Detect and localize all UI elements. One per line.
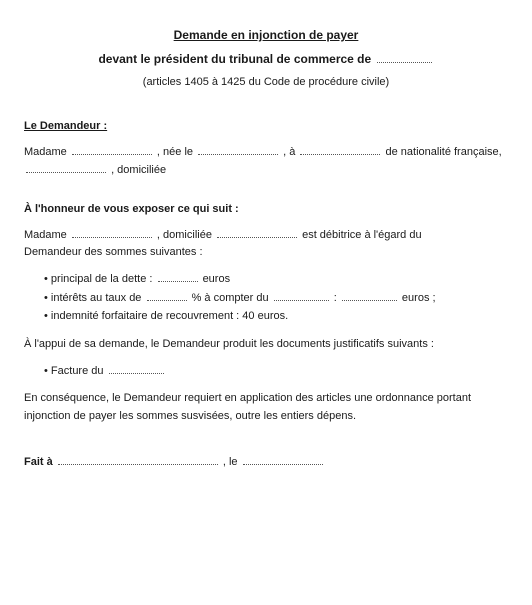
facture-date-blank: [109, 365, 164, 374]
bullet-interets: intérêts au taux de % à compter du : eur…: [44, 289, 508, 308]
place-sig-blank: [58, 456, 218, 465]
bullet-facture: Facture du: [44, 362, 508, 381]
text-madame: Madame: [24, 146, 67, 158]
document-title: Demande en injonction de payer: [24, 28, 508, 42]
fait-a: Fait à: [24, 456, 53, 468]
bullet2-b: % à compter du: [192, 292, 269, 304]
name-blank: [72, 146, 152, 155]
place-blank: [377, 54, 432, 63]
text-domiciliee: , domiciliée: [111, 164, 166, 176]
taux-blank: [147, 292, 187, 301]
debitrice-address-blank: [217, 229, 297, 238]
bullet2-c: :: [334, 292, 337, 304]
date-interets-blank: [274, 292, 329, 301]
amounts-list: principal de la dette : euros intérêts a…: [44, 270, 508, 326]
signature-line: Fait à , le: [24, 456, 508, 468]
birthplace-blank: [300, 146, 380, 155]
fait-le: , le: [223, 456, 238, 468]
text-nationalite: de nationalité française,: [386, 146, 502, 158]
text-debitrice: est débitrice à l'égard du: [302, 229, 422, 241]
bullet1-b: euros: [203, 273, 231, 285]
bullet2-d: euros ;: [402, 292, 436, 304]
docs-list: Facture du: [44, 362, 508, 381]
appui-line: À l'appui de sa demande, le Demandeur pr…: [24, 336, 508, 354]
text-sommes: Demandeur des sommes suivantes :: [24, 246, 203, 258]
demandeur-label: Le Demandeur :: [24, 120, 508, 132]
bullet1-a: principal de la dette :: [51, 273, 153, 285]
facture-text: Facture du: [51, 365, 104, 377]
subtitle: devant le président du tribunal de comme…: [24, 52, 508, 66]
text-a: , à: [283, 146, 295, 158]
bullet2-a: intérêts au taux de: [51, 292, 142, 304]
debitrice-line: Madame , domiciliée est débitrice à l'ég…: [24, 227, 508, 262]
expose-line: À l'honneur de vous exposer ce qui suit …: [24, 201, 508, 219]
text-nee: , née le: [157, 146, 193, 158]
birthdate-blank: [198, 146, 278, 155]
demandeur-line: Madame , née le , à de nationalité franç…: [24, 144, 508, 179]
text-madame2: Madame: [24, 229, 67, 241]
principal-blank: [158, 273, 198, 282]
date-sig-blank: [243, 456, 323, 465]
text-domiciliee2: , domiciliée: [157, 229, 212, 241]
bullet-principal: principal de la dette : euros: [44, 270, 508, 289]
debitrice-name-blank: [72, 229, 152, 238]
montant-interets-blank: [342, 292, 397, 301]
profession-blank: [26, 164, 106, 173]
subtitle-prefix: devant le président du tribunal de comme…: [98, 52, 371, 66]
bullet-indemnite: indemnité forfaitaire de recouvrement : …: [44, 307, 508, 326]
bullet3-text: indemnité forfaitaire de recouvrement : …: [51, 310, 288, 322]
articles-reference: (articles 1405 à 1425 du Code de procédu…: [24, 76, 508, 88]
consequence-text: En conséquence, le Demandeur requiert en…: [24, 390, 508, 425]
